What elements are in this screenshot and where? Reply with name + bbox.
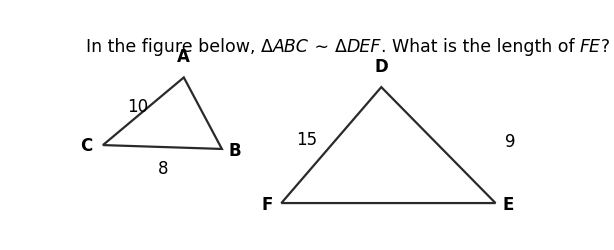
Text: Δ: Δ	[262, 38, 273, 56]
Text: ABC: ABC	[273, 38, 309, 56]
Text: ?: ?	[601, 38, 610, 56]
Text: 10: 10	[127, 98, 148, 116]
Text: 8: 8	[158, 159, 169, 177]
Text: . What is the length of: . What is the length of	[381, 38, 580, 56]
Text: D: D	[375, 57, 388, 75]
Text: ∼: ∼	[309, 38, 335, 56]
Text: C: C	[80, 136, 92, 154]
Text: E: E	[503, 195, 514, 213]
Text: Δ: Δ	[335, 38, 346, 56]
Text: 15: 15	[296, 131, 317, 149]
Text: In the figure below,: In the figure below,	[86, 38, 262, 56]
Text: F: F	[262, 195, 273, 213]
Text: DEF: DEF	[346, 38, 381, 56]
Text: 9: 9	[505, 133, 516, 150]
Text: B: B	[228, 141, 241, 159]
Text: A: A	[177, 48, 190, 66]
Text: FE: FE	[580, 38, 601, 56]
